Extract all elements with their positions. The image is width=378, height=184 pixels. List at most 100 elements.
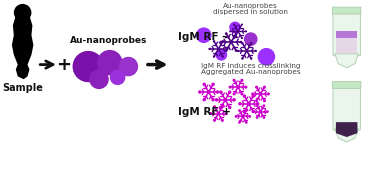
Text: +: + [56, 56, 71, 74]
Circle shape [251, 92, 254, 95]
Circle shape [229, 30, 231, 32]
Circle shape [235, 115, 237, 118]
Circle shape [257, 48, 275, 66]
Circle shape [250, 42, 253, 45]
Circle shape [220, 41, 223, 43]
Circle shape [217, 112, 220, 115]
Circle shape [266, 110, 269, 113]
Circle shape [263, 116, 265, 119]
Circle shape [119, 57, 138, 76]
Circle shape [236, 85, 240, 89]
Circle shape [225, 49, 228, 52]
Circle shape [73, 51, 104, 82]
Circle shape [251, 110, 255, 113]
FancyBboxPatch shape [333, 82, 361, 88]
Circle shape [225, 112, 228, 115]
Circle shape [241, 57, 244, 60]
Circle shape [252, 110, 255, 113]
Circle shape [211, 98, 215, 101]
Circle shape [244, 86, 248, 89]
FancyBboxPatch shape [333, 7, 361, 14]
Circle shape [211, 83, 215, 86]
Circle shape [238, 102, 242, 105]
Circle shape [229, 22, 241, 33]
Circle shape [203, 98, 206, 101]
Circle shape [221, 119, 224, 122]
Text: Au-nanoprobes: Au-nanoprobes [223, 3, 278, 9]
Circle shape [241, 42, 244, 45]
Circle shape [259, 110, 262, 113]
Circle shape [215, 98, 218, 102]
Circle shape [244, 32, 257, 46]
Text: IgM RF +: IgM RF + [178, 107, 231, 117]
Circle shape [229, 86, 232, 89]
Circle shape [228, 106, 231, 109]
Circle shape [89, 70, 109, 89]
Circle shape [216, 90, 219, 94]
Circle shape [243, 110, 246, 113]
Circle shape [232, 92, 235, 95]
Text: dispersed in solution: dispersed in solution [213, 9, 288, 15]
Circle shape [243, 94, 246, 98]
Text: IgM RF induces crosslinking: IgM RF induces crosslinking [201, 63, 301, 69]
Polygon shape [336, 122, 358, 137]
Text: Sample: Sample [2, 83, 43, 93]
Circle shape [14, 4, 31, 22]
FancyBboxPatch shape [333, 12, 360, 56]
Circle shape [233, 37, 235, 39]
Circle shape [245, 121, 248, 124]
Circle shape [240, 79, 243, 82]
Circle shape [225, 32, 228, 35]
Polygon shape [12, 16, 33, 79]
Circle shape [245, 30, 247, 32]
Circle shape [232, 79, 235, 82]
Circle shape [263, 104, 265, 107]
Circle shape [238, 121, 241, 124]
Circle shape [256, 102, 259, 105]
Circle shape [209, 112, 212, 115]
Circle shape [263, 86, 266, 89]
Polygon shape [335, 54, 358, 68]
Circle shape [240, 41, 242, 43]
Circle shape [256, 116, 259, 119]
Circle shape [248, 115, 251, 118]
Circle shape [213, 105, 216, 108]
Circle shape [256, 104, 259, 107]
Circle shape [207, 90, 211, 94]
Circle shape [221, 105, 224, 108]
Circle shape [219, 106, 223, 109]
Circle shape [222, 40, 224, 43]
Text: Aggregated Au-nanoprobes: Aggregated Au-nanoprobes [201, 68, 301, 75]
Circle shape [223, 98, 227, 102]
Text: IgM RF –: IgM RF – [178, 32, 228, 42]
Circle shape [226, 48, 228, 50]
Polygon shape [336, 31, 358, 38]
Circle shape [237, 50, 239, 52]
Circle shape [267, 92, 270, 95]
Circle shape [229, 40, 233, 44]
Circle shape [235, 32, 237, 35]
Circle shape [251, 94, 255, 98]
Circle shape [238, 109, 241, 112]
Circle shape [235, 49, 237, 52]
Circle shape [213, 55, 215, 58]
Polygon shape [335, 128, 358, 142]
Circle shape [203, 83, 206, 86]
Circle shape [198, 90, 201, 94]
Polygon shape [336, 38, 358, 53]
Circle shape [217, 47, 220, 50]
Circle shape [255, 99, 258, 102]
Circle shape [241, 24, 243, 26]
Text: Au-nanoprobes: Au-nanoprobes [70, 36, 147, 45]
Circle shape [254, 50, 257, 52]
Circle shape [263, 99, 266, 102]
Circle shape [222, 55, 224, 58]
Circle shape [240, 92, 243, 95]
Circle shape [250, 57, 253, 60]
Circle shape [208, 48, 211, 50]
Circle shape [215, 49, 227, 61]
Circle shape [237, 30, 239, 33]
Circle shape [110, 70, 125, 85]
Circle shape [97, 50, 122, 75]
Circle shape [196, 27, 212, 43]
